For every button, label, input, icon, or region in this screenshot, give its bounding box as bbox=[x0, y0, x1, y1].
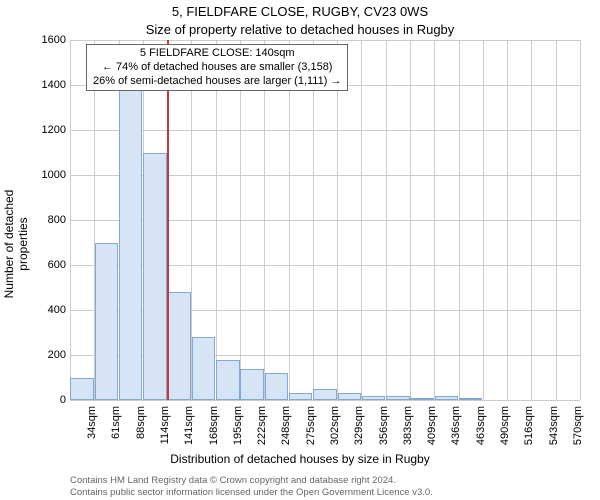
property-marker-line bbox=[167, 40, 169, 400]
grid-line-v bbox=[313, 40, 314, 400]
histogram-bar bbox=[70, 378, 93, 401]
x-tick-label: 490sqm bbox=[499, 406, 511, 454]
marker-annotation: 5 FIELDFARE CLOSE: 140sqm ← 74% of detac… bbox=[86, 44, 348, 91]
x-tick-label: 168sqm bbox=[208, 406, 220, 454]
y-axis-label: Number of detached properties bbox=[2, 164, 30, 324]
x-tick-label: 248sqm bbox=[280, 406, 292, 454]
y-tick-label: 0 bbox=[16, 394, 66, 406]
x-tick-label: 61sqm bbox=[110, 406, 122, 454]
grid-line-v bbox=[580, 40, 581, 400]
annotation-line2: ← 74% of detached houses are smaller (3,… bbox=[93, 61, 341, 75]
histogram-bar bbox=[435, 396, 458, 401]
histogram-bar bbox=[410, 398, 433, 400]
plot-area bbox=[70, 40, 580, 400]
x-tick-label: 329sqm bbox=[353, 406, 365, 454]
y-tick-label: 1400 bbox=[16, 79, 66, 91]
histogram-bar bbox=[362, 396, 385, 401]
annotation-line1: 5 FIELDFARE CLOSE: 140sqm bbox=[93, 47, 341, 61]
y-tick-label: 600 bbox=[16, 259, 66, 271]
x-tick-label: 516sqm bbox=[523, 406, 535, 454]
grid-line-v bbox=[459, 40, 460, 400]
histogram-bar bbox=[386, 396, 409, 401]
grid-line-h bbox=[70, 130, 580, 131]
x-tick-label: 34sqm bbox=[86, 406, 98, 454]
histogram-bar bbox=[289, 393, 312, 400]
y-tick-label: 1000 bbox=[16, 169, 66, 181]
x-tick-label: 222sqm bbox=[256, 406, 268, 454]
x-tick-label: 195sqm bbox=[232, 406, 244, 454]
histogram-bar bbox=[240, 369, 263, 401]
grid-line-v bbox=[410, 40, 411, 400]
grid-line-h bbox=[70, 40, 580, 41]
x-tick-label: 88sqm bbox=[135, 406, 147, 454]
grid-line-v bbox=[386, 40, 387, 400]
x-tick-label: 114sqm bbox=[159, 406, 171, 454]
histogram-bar bbox=[313, 389, 336, 400]
x-tick-label: 356sqm bbox=[378, 406, 390, 454]
footer-line2: Contains public sector information licen… bbox=[70, 487, 590, 498]
y-tick-label: 200 bbox=[16, 349, 66, 361]
x-axis-label: Distribution of detached houses by size … bbox=[0, 452, 600, 466]
x-tick-label: 436sqm bbox=[450, 406, 462, 454]
grid-line-v bbox=[216, 40, 217, 400]
y-tick-label: 1200 bbox=[16, 124, 66, 136]
y-tick-label: 1600 bbox=[16, 34, 66, 46]
grid-line-v bbox=[264, 40, 265, 400]
grid-line-h bbox=[70, 400, 580, 401]
grid-line-v bbox=[531, 40, 532, 400]
x-tick-label: 463sqm bbox=[475, 406, 487, 454]
histogram-bar bbox=[119, 81, 142, 401]
histogram-bar bbox=[192, 337, 215, 400]
grid-line-v bbox=[361, 40, 362, 400]
grid-line-v bbox=[483, 40, 484, 400]
histogram-bar bbox=[143, 153, 166, 401]
grid-line-v bbox=[337, 40, 338, 400]
grid-line-v bbox=[289, 40, 290, 400]
chart-title-line2: Size of property relative to detached ho… bbox=[0, 22, 600, 37]
grid-line-v bbox=[240, 40, 241, 400]
x-tick-label: 302sqm bbox=[329, 406, 341, 454]
y-tick-label: 400 bbox=[16, 304, 66, 316]
histogram-bar bbox=[216, 360, 239, 401]
histogram-bar bbox=[265, 373, 288, 400]
chart-container: 5, FIELDFARE CLOSE, RUGBY, CV23 0WS Size… bbox=[0, 0, 600, 500]
x-tick-label: 570sqm bbox=[572, 406, 584, 454]
y-tick-label: 800 bbox=[16, 214, 66, 226]
chart-title-line1: 5, FIELDFARE CLOSE, RUGBY, CV23 0WS bbox=[0, 4, 600, 19]
x-tick-label: 409sqm bbox=[426, 406, 438, 454]
histogram-bar bbox=[459, 398, 482, 400]
x-tick-label: 275sqm bbox=[305, 406, 317, 454]
histogram-bar bbox=[95, 243, 118, 401]
grid-line-v bbox=[70, 40, 71, 400]
x-tick-label: 383sqm bbox=[402, 406, 414, 454]
annotation-line3: 26% of semi-detached houses are larger (… bbox=[93, 75, 341, 89]
histogram-bar bbox=[338, 393, 361, 400]
grid-line-v bbox=[556, 40, 557, 400]
grid-line-v bbox=[434, 40, 435, 400]
x-tick-label: 543sqm bbox=[548, 406, 560, 454]
grid-line-v bbox=[507, 40, 508, 400]
footer-line1: Contains HM Land Registry data © Crown c… bbox=[70, 475, 590, 486]
histogram-bar bbox=[168, 292, 191, 400]
chart-footer: Contains HM Land Registry data © Crown c… bbox=[70, 475, 590, 498]
x-tick-label: 141sqm bbox=[183, 406, 195, 454]
